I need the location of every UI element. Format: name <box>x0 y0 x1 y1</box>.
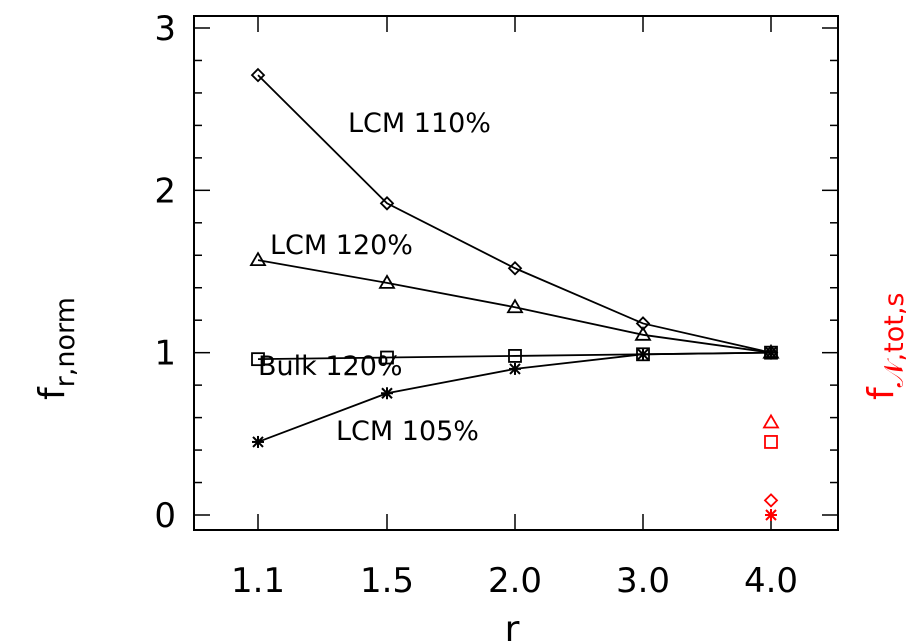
diamond-marker <box>763 493 779 508</box>
x-tick-label: 2.0 <box>488 561 542 601</box>
diamond-marker <box>250 67 266 83</box>
x-tick-label: 3.0 <box>616 561 670 601</box>
y-tick-labels: 0 1 2 3 <box>154 9 176 536</box>
x-tick-labels: 1.1 1.5 2.0 3.0 4.0 <box>231 561 798 601</box>
y2-axis-label-subscript: 𝒩,tot,s <box>879 293 910 388</box>
square-marker <box>251 352 265 367</box>
y2-axis-label: f <box>861 386 902 400</box>
square-marker <box>764 435 778 449</box>
series-annotation: LCM 110% <box>348 108 491 139</box>
asterisk-marker <box>637 348 649 361</box>
y-axis-label-group: fr,norm <box>32 297 81 400</box>
diamond-marker <box>379 196 395 211</box>
triangle-marker <box>634 326 652 341</box>
series-line <box>257 259 772 354</box>
asterisk-marker <box>381 387 393 400</box>
series-annotation: LCM 105% <box>336 416 479 447</box>
series-markers <box>249 67 780 448</box>
triangle-marker <box>249 251 267 267</box>
asterisk-marker <box>765 509 777 521</box>
svg-text:f𝒩,tot,s: f𝒩,tot,s <box>861 293 910 400</box>
asterisk-marker <box>509 362 521 375</box>
triangle-marker <box>378 274 396 289</box>
series-annotations: LCM 110% LCM 120% Bulk 120% LCM 105% <box>258 108 491 447</box>
y-tick-label: 2 <box>154 171 176 211</box>
asterisk-marker <box>252 435 264 448</box>
x-tick-label: 4.0 <box>744 561 798 601</box>
y-axis-label-subscript: r,norm <box>50 297 81 387</box>
x-tick-label: 1.5 <box>360 561 414 601</box>
y-tick-label: 3 <box>154 9 176 49</box>
square-marker <box>380 350 394 365</box>
svg-text:fr,norm: fr,norm <box>32 297 81 400</box>
x-axis-label: r <box>505 609 520 641</box>
square-marker <box>508 349 522 363</box>
series-annotation: LCM 120% <box>270 230 413 261</box>
triangle-marker <box>762 413 780 429</box>
y2-axis-label-group: f𝒩,tot,s <box>861 293 910 400</box>
diamond-marker <box>507 260 523 276</box>
right-axis-markers <box>762 413 780 521</box>
asterisk-marker <box>765 346 777 359</box>
x-tick-label: 1.1 <box>231 561 285 601</box>
y-axis-label: f <box>32 386 73 400</box>
series-line <box>257 74 772 354</box>
series-annotation: Bulk 120% <box>258 351 403 382</box>
y-tick-label: 1 <box>154 334 176 374</box>
y-tick-label: 0 <box>154 496 176 536</box>
triangle-marker <box>506 298 524 314</box>
plot-frame <box>193 15 839 531</box>
axis-ticks <box>194 16 838 530</box>
